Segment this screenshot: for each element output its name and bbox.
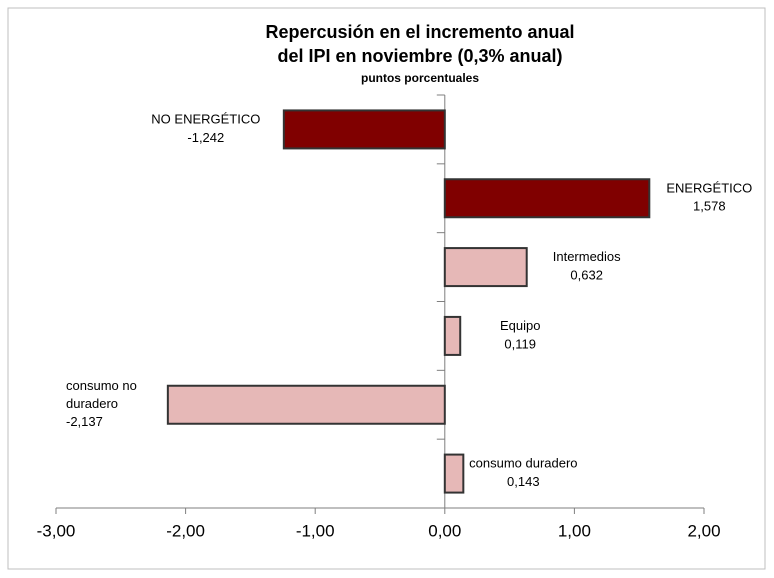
category-label-line: Equipo xyxy=(500,318,540,333)
bar xyxy=(443,453,465,494)
category-label-line: NO ENERGÉTICO xyxy=(151,112,260,127)
bar xyxy=(166,384,446,425)
category-label: ENERGÉTICO xyxy=(666,181,752,196)
x-tick-label: -3,00 xyxy=(37,521,76,540)
category-label: consumo duradero xyxy=(469,456,577,471)
x-tick-label: 2,00 xyxy=(687,521,720,540)
category-label: Intermedios xyxy=(553,250,621,265)
category-label: Equipo xyxy=(500,318,540,333)
bar xyxy=(282,109,446,150)
chart-title: Repercusión en el incremento anual xyxy=(265,22,574,42)
value-label: 1,578 xyxy=(693,199,726,214)
category-label-line: duradero xyxy=(66,396,118,411)
chart-frame xyxy=(7,7,766,570)
x-tick-label: 1,00 xyxy=(558,521,591,540)
x-tick-label: -2,00 xyxy=(166,521,205,540)
value-label: 0,119 xyxy=(504,336,536,351)
value-label: 0,632 xyxy=(570,268,603,283)
category-label-line: consumo no xyxy=(66,378,137,393)
category-label: NO ENERGÉTICO xyxy=(151,112,260,127)
chart-title: del IPI en noviembre (0,3% anual) xyxy=(277,46,562,66)
category-label-line: Intermedios xyxy=(553,250,621,265)
value-label: 0,143 xyxy=(507,474,540,489)
bar xyxy=(443,178,651,219)
chart-subtitle: puntos porcentuales xyxy=(361,71,479,85)
bar xyxy=(443,315,462,356)
category-label-line: ENERGÉTICO xyxy=(666,181,752,196)
x-tick-label: -1,00 xyxy=(296,521,335,540)
x-tick-label: 0,00 xyxy=(428,521,461,540)
value-label: -2,137 xyxy=(66,414,103,429)
category-label: consumo no duradero xyxy=(66,378,137,411)
bar xyxy=(443,247,528,288)
category-label-line: consumo duradero xyxy=(469,456,577,471)
value-label: -1,242 xyxy=(187,130,224,145)
